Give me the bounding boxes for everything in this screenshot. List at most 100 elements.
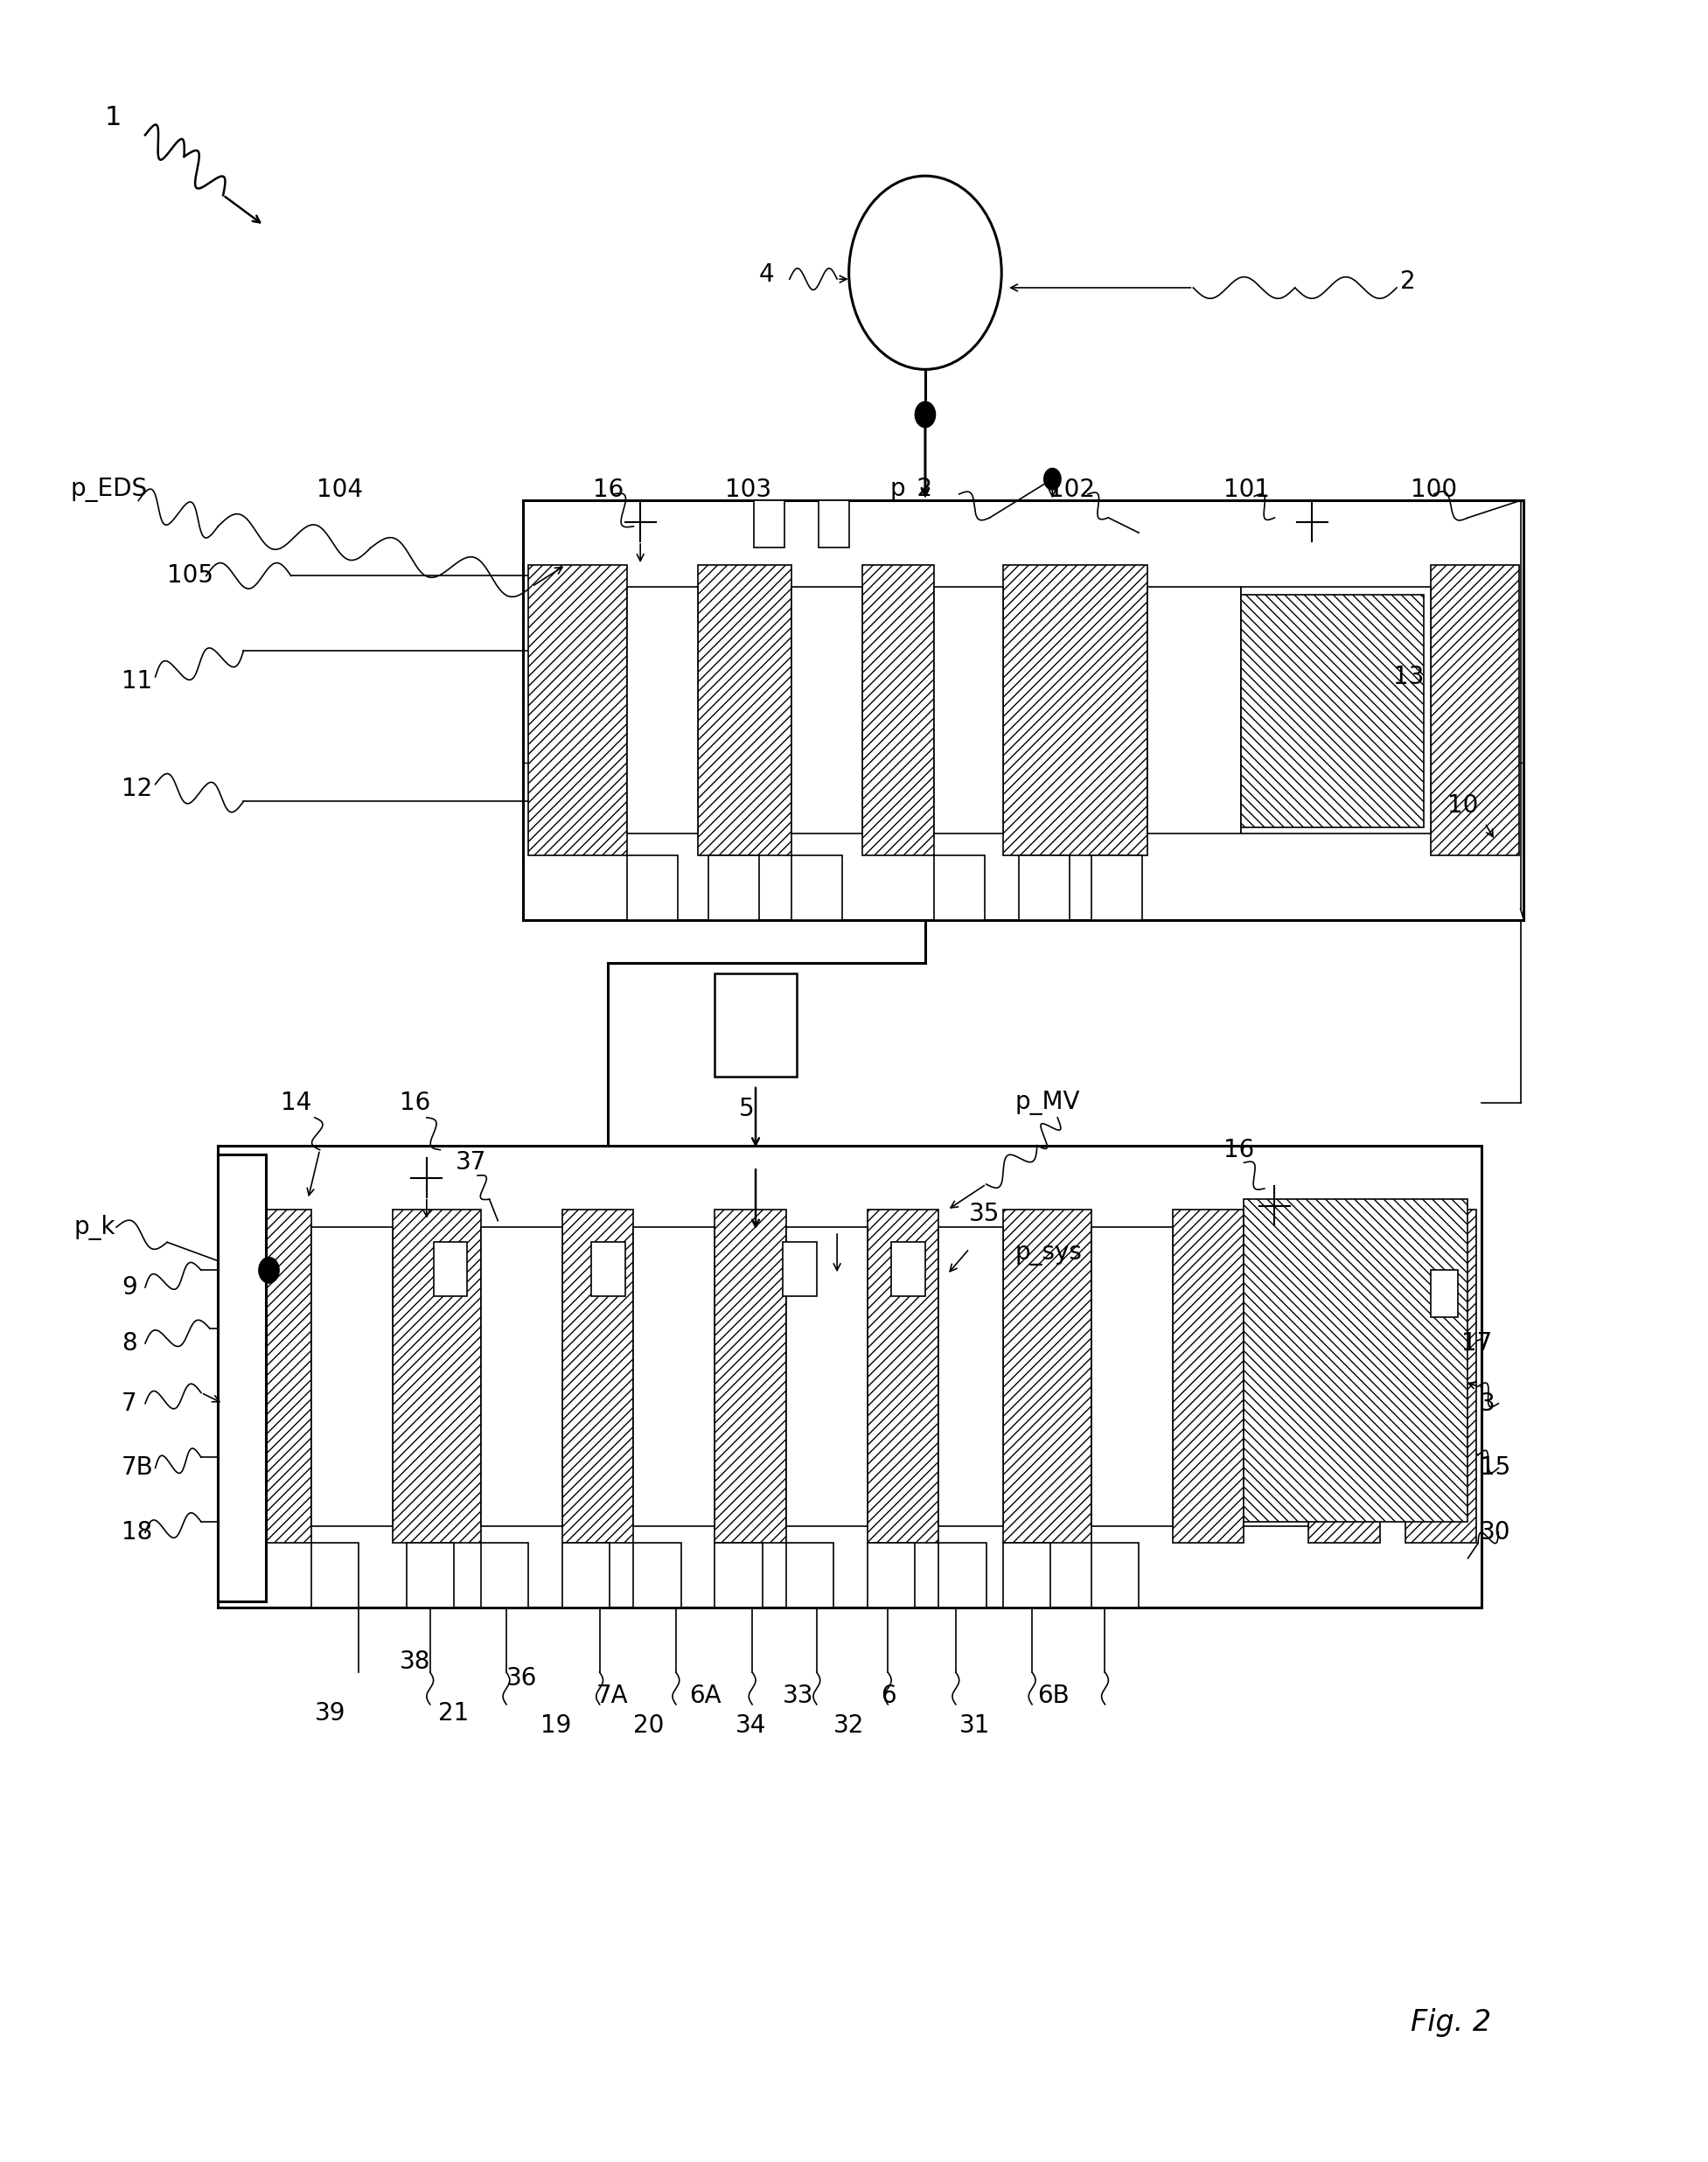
Text: 31: 31 xyxy=(960,1714,991,1738)
Text: 30: 30 xyxy=(1479,1520,1512,1544)
Text: p_EDS: p_EDS xyxy=(70,478,147,502)
Text: 19: 19 xyxy=(540,1714,570,1738)
Bar xyxy=(818,502,849,547)
Bar xyxy=(1003,564,1148,856)
Text: 7A: 7A xyxy=(596,1684,629,1708)
Bar xyxy=(1003,1544,1050,1609)
Text: 4: 4 xyxy=(758,262,774,288)
Bar xyxy=(627,856,678,919)
Bar xyxy=(634,1544,681,1609)
Text: p_2: p_2 xyxy=(890,478,933,502)
Text: 16: 16 xyxy=(400,1090,430,1116)
Bar xyxy=(562,1211,634,1544)
Text: 10: 10 xyxy=(1448,793,1479,817)
Text: 5: 5 xyxy=(738,1096,755,1122)
Bar xyxy=(1243,1228,1308,1526)
Bar xyxy=(939,1544,986,1609)
Bar xyxy=(934,586,1003,835)
Bar xyxy=(939,1228,1003,1526)
Bar xyxy=(1240,595,1424,828)
Bar xyxy=(482,1544,528,1609)
Text: 18: 18 xyxy=(121,1520,152,1544)
Text: 105: 105 xyxy=(167,564,214,588)
Bar xyxy=(863,564,934,856)
Bar xyxy=(1431,564,1518,856)
Bar xyxy=(716,1544,762,1609)
Text: 16: 16 xyxy=(593,478,623,502)
Text: Fig. 2: Fig. 2 xyxy=(1411,2008,1491,2037)
Bar xyxy=(868,1544,915,1609)
Text: p_sys: p_sys xyxy=(1015,1241,1083,1265)
Bar xyxy=(716,1211,786,1544)
Text: 7B: 7B xyxy=(121,1455,154,1481)
Bar xyxy=(1148,586,1240,835)
Text: p_MV: p_MV xyxy=(1015,1090,1079,1116)
Text: 38: 38 xyxy=(400,1650,430,1673)
Text: 7: 7 xyxy=(121,1390,137,1416)
Text: 37: 37 xyxy=(456,1150,487,1174)
Text: 3: 3 xyxy=(1479,1390,1494,1416)
Bar xyxy=(528,564,627,856)
Bar xyxy=(934,856,984,919)
Bar xyxy=(786,1544,834,1609)
Text: 104: 104 xyxy=(316,478,362,502)
Text: 32: 32 xyxy=(834,1714,864,1738)
Text: 34: 34 xyxy=(734,1714,767,1738)
Bar xyxy=(219,1146,1481,1609)
Text: 21: 21 xyxy=(439,1701,470,1725)
Text: 17: 17 xyxy=(1460,1332,1493,1356)
Bar xyxy=(393,1211,482,1544)
Bar xyxy=(782,1243,816,1295)
Text: 35: 35 xyxy=(970,1202,1001,1226)
Text: 36: 36 xyxy=(506,1667,538,1691)
Text: 2: 2 xyxy=(1401,268,1416,294)
Circle shape xyxy=(1044,469,1061,491)
Bar xyxy=(786,1228,868,1526)
Bar xyxy=(562,1544,610,1609)
Text: 15: 15 xyxy=(1479,1455,1510,1481)
Bar xyxy=(219,1155,265,1602)
Bar xyxy=(1003,1211,1091,1544)
Bar xyxy=(1240,586,1431,835)
Bar xyxy=(1091,856,1143,919)
Circle shape xyxy=(258,1258,278,1282)
Text: 6: 6 xyxy=(881,1684,897,1708)
Text: 103: 103 xyxy=(726,478,772,502)
Bar xyxy=(1406,1211,1476,1544)
Text: 102: 102 xyxy=(1049,478,1095,502)
Bar xyxy=(434,1243,468,1295)
Text: 20: 20 xyxy=(634,1714,664,1738)
Bar xyxy=(1173,1211,1243,1544)
Text: 33: 33 xyxy=(782,1684,813,1708)
Bar xyxy=(1243,1200,1467,1522)
Bar xyxy=(716,973,796,1077)
Bar xyxy=(791,856,842,919)
Bar xyxy=(753,502,784,547)
Text: 1: 1 xyxy=(104,106,121,130)
Text: 101: 101 xyxy=(1223,478,1271,502)
Text: p_k: p_k xyxy=(73,1215,116,1239)
Text: 100: 100 xyxy=(1411,478,1457,502)
Bar xyxy=(709,856,758,919)
Bar xyxy=(627,586,699,835)
Bar xyxy=(1431,1271,1457,1317)
Bar xyxy=(224,1211,311,1544)
Text: 6B: 6B xyxy=(1037,1684,1069,1708)
Text: 13: 13 xyxy=(1394,664,1424,690)
Bar xyxy=(311,1544,359,1609)
Bar xyxy=(868,1211,939,1544)
Text: 39: 39 xyxy=(314,1701,345,1725)
Bar xyxy=(591,1243,625,1295)
Bar xyxy=(699,564,791,856)
Bar xyxy=(892,1243,926,1295)
Bar xyxy=(523,502,1524,919)
Bar xyxy=(482,1228,562,1526)
Bar xyxy=(407,1544,454,1609)
Bar xyxy=(1091,1544,1139,1609)
Text: 11: 11 xyxy=(121,668,152,694)
Text: 9: 9 xyxy=(121,1276,137,1299)
Text: 12: 12 xyxy=(121,776,152,800)
Text: 8: 8 xyxy=(121,1332,137,1356)
Bar xyxy=(1308,1211,1380,1544)
Bar xyxy=(311,1228,393,1526)
